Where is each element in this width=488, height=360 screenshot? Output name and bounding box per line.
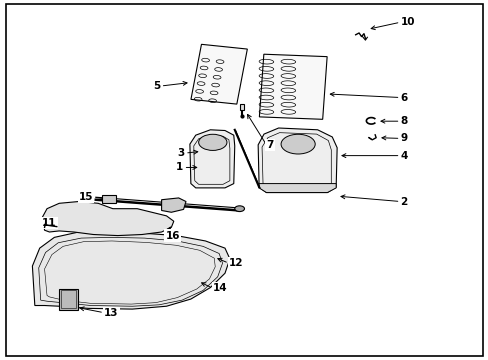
Polygon shape [259, 184, 335, 193]
Text: 6: 6 [400, 93, 407, 103]
Text: 1: 1 [176, 162, 183, 172]
Text: 7: 7 [266, 140, 273, 150]
Polygon shape [42, 202, 173, 235]
Text: 10: 10 [400, 17, 414, 27]
Polygon shape [32, 232, 229, 309]
FancyBboxPatch shape [59, 289, 78, 310]
Polygon shape [259, 54, 326, 119]
Ellipse shape [281, 134, 315, 154]
Polygon shape [189, 130, 234, 188]
Text: 12: 12 [228, 258, 243, 268]
Text: 8: 8 [400, 116, 407, 126]
FancyBboxPatch shape [102, 195, 116, 203]
Text: 13: 13 [104, 308, 118, 318]
Text: 11: 11 [42, 218, 57, 228]
Ellipse shape [198, 134, 226, 150]
Text: 9: 9 [400, 134, 407, 143]
Polygon shape [190, 44, 247, 104]
Text: 2: 2 [400, 197, 407, 207]
Text: 14: 14 [212, 283, 227, 293]
Text: 15: 15 [79, 192, 93, 202]
Polygon shape [258, 128, 336, 193]
FancyBboxPatch shape [239, 104, 244, 110]
Text: 4: 4 [400, 150, 407, 161]
Text: 16: 16 [165, 231, 180, 240]
Text: 5: 5 [153, 81, 160, 91]
Text: 3: 3 [178, 148, 184, 158]
Polygon shape [161, 198, 185, 212]
Ellipse shape [234, 206, 244, 212]
